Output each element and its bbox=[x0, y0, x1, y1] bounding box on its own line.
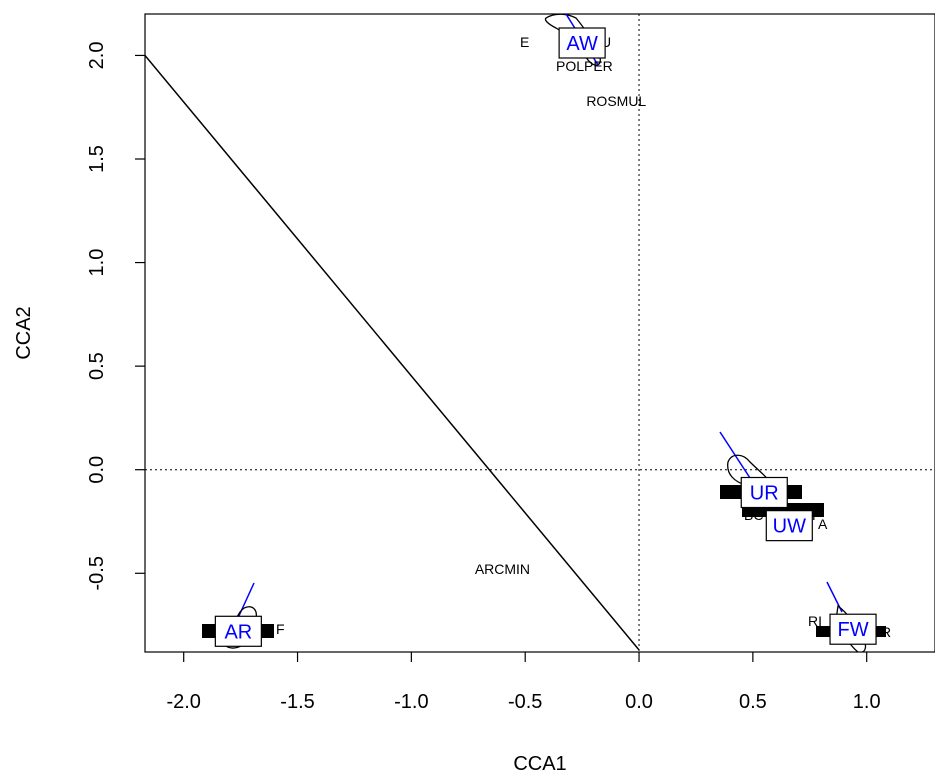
y-tick-label: 0.5 bbox=[86, 352, 108, 380]
site-label-uw: UW bbox=[765, 510, 813, 542]
x-tick-label: 0.5 bbox=[739, 691, 767, 713]
site-label-text: UR bbox=[750, 483, 779, 505]
y-axis-title: CCA2 bbox=[13, 306, 35, 359]
svg-text:RI: RI bbox=[808, 613, 822, 629]
svg-text:BC: BC bbox=[744, 507, 763, 523]
site-label-text: AW bbox=[566, 33, 598, 55]
x-tick-label: -1.5 bbox=[280, 691, 314, 713]
x-axis-title: CCA1 bbox=[513, 753, 566, 775]
y-tick-label: 1.5 bbox=[86, 145, 108, 173]
svg-text:E: E bbox=[520, 34, 529, 50]
y-axis: -0.5 0.0 0.5 1.0 1.5 2.0 bbox=[86, 42, 145, 591]
x-tick-label: -0.5 bbox=[508, 691, 542, 713]
site-label-ur: UR bbox=[740, 476, 788, 509]
x-tick-label: 0.0 bbox=[625, 691, 653, 713]
site-label-fw: FW bbox=[829, 613, 877, 645]
species-label: ARCMIN bbox=[475, 561, 530, 577]
y-tick-label: -0.5 bbox=[86, 556, 108, 590]
svg-text:R: R bbox=[881, 624, 891, 640]
svg-text:F: F bbox=[812, 507, 821, 523]
site-label-box bbox=[740, 476, 788, 509]
svg-text:F: F bbox=[276, 621, 285, 637]
diagonal-line bbox=[145, 54, 640, 651]
species-label: POLPER bbox=[556, 58, 613, 74]
plot-content: E U BC F A F RI R POLPER ROSMUL ARCMIN AW UR… bbox=[145, 14, 935, 652]
site-label-text: UW bbox=[773, 516, 806, 538]
x-tick-label: -2.0 bbox=[166, 691, 200, 713]
site-label-text: AR bbox=[224, 621, 252, 643]
plot-area-frame bbox=[144, 13, 935, 653]
x-tick-label: 1.0 bbox=[853, 691, 881, 713]
y-tick-label: 1.0 bbox=[86, 249, 108, 277]
svg-text:U: U bbox=[601, 34, 611, 50]
species-label: ROSMUL bbox=[586, 93, 646, 109]
site-label-box bbox=[765, 510, 813, 542]
y-tick-label: 0.0 bbox=[86, 456, 108, 484]
site-label-text: FW bbox=[837, 619, 868, 641]
site-label-ar: AR bbox=[214, 615, 262, 647]
site-label-box bbox=[214, 615, 262, 647]
site-label-box bbox=[558, 27, 606, 59]
site-label-aw: AW bbox=[558, 27, 606, 59]
x-axis: -2.0 -1.5 -1.0 -0.5 0.0 0.5 1.0 bbox=[166, 652, 881, 713]
site-label-box bbox=[829, 613, 877, 645]
y-tick-label: 2.0 bbox=[86, 42, 108, 70]
x-tick-label: -1.0 bbox=[394, 691, 428, 713]
svg-text:A: A bbox=[818, 516, 828, 532]
